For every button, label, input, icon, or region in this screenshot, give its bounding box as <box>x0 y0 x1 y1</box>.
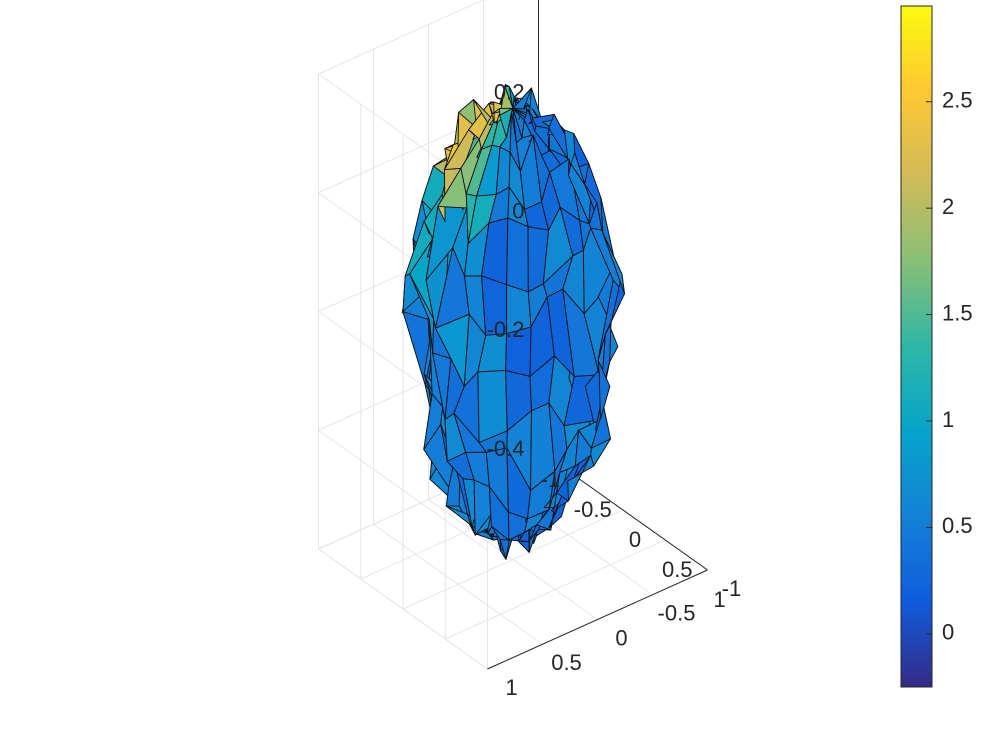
x-tick-label: 1 <box>713 587 725 612</box>
z-tick-label: -0.2 <box>487 317 525 342</box>
surface-plot <box>401 84 625 560</box>
colorbar-tick-label: 0.5 <box>942 513 973 538</box>
grid-line <box>428 499 598 620</box>
surface-facet <box>477 369 508 443</box>
x-tick-label: 0.5 <box>662 557 693 582</box>
axis-ticks: -1-0.500.51-1-0.500.51-0.4-0.200.20.4 <box>487 80 742 700</box>
colorbar-tick-label: 2 <box>942 194 954 219</box>
grid-line <box>318 548 488 670</box>
y-tick-label: 0.5 <box>551 650 582 675</box>
z-tick-label: 0 <box>512 198 524 223</box>
surface-facet <box>506 217 529 293</box>
grid-line <box>318 429 488 551</box>
colorbar-tick-label: 1.5 <box>942 300 973 325</box>
z-tick-label: 0.2 <box>494 80 525 105</box>
y-tick-label: -0.5 <box>658 601 696 626</box>
x-tick-label: -0.5 <box>574 497 612 522</box>
y-axis-line <box>487 569 708 670</box>
y-tick-label: 1 <box>505 675 517 700</box>
surface-facet <box>601 229 625 295</box>
y-tick-label: -1 <box>722 576 742 601</box>
z-tick-label: -0.4 <box>487 436 525 461</box>
x-tick-label: -1 <box>541 467 561 492</box>
y-tick-label: 0 <box>615 625 627 650</box>
colorbar-gradient <box>900 5 933 688</box>
grid-line <box>373 523 543 645</box>
x-tick-label: 0 <box>629 527 641 552</box>
colorbar-tick-label: 0 <box>942 620 954 645</box>
colorbar: 0 0.5 1 1.5 2 2.5 <box>900 5 973 688</box>
colorbar-tick-label: 1 <box>942 407 954 432</box>
grid-line <box>318 0 485 75</box>
colorbar-tick-label: 2.5 <box>942 88 973 113</box>
